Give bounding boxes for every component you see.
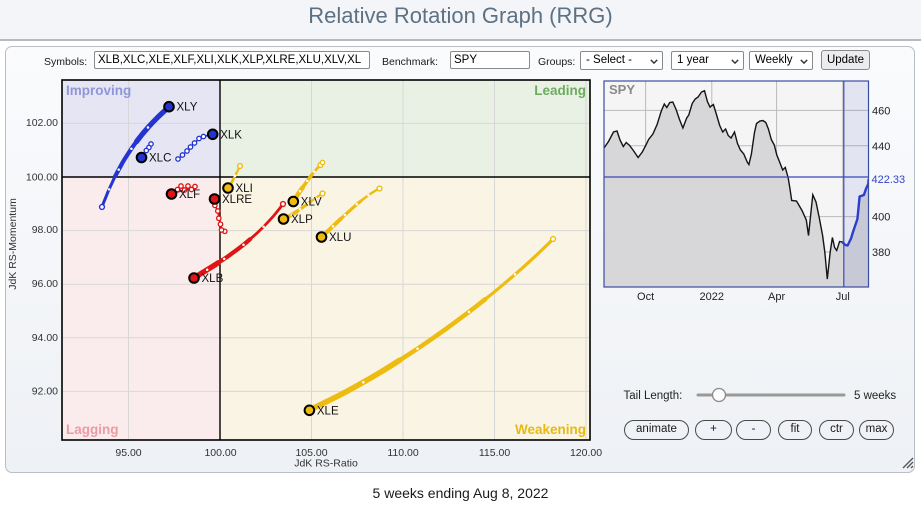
svg-text:120.00: 120.00 — [570, 447, 602, 459]
svg-text:400: 400 — [872, 212, 890, 224]
svg-text:XLF: XLF — [179, 189, 200, 201]
svg-text:XLY: XLY — [177, 102, 198, 114]
svg-text:XLP: XLP — [291, 214, 313, 226]
svg-text:422.33: 422.33 — [872, 174, 906, 186]
svg-text:Weakening: Weakening — [515, 422, 586, 437]
svg-text:100.00: 100.00 — [26, 171, 58, 183]
svg-text:Jul: Jul — [836, 291, 850, 303]
svg-text:98.00: 98.00 — [32, 224, 58, 236]
svg-text:2022: 2022 — [700, 291, 724, 303]
svg-text:JdK RS-Momentum: JdK RS-Momentum — [7, 198, 19, 290]
svg-text:XLV: XLV — [301, 197, 322, 209]
svg-text:115.00: 115.00 — [479, 447, 510, 459]
svg-text:380: 380 — [872, 247, 890, 259]
svg-text:XLK: XLK — [220, 129, 242, 141]
svg-text:96.00: 96.00 — [32, 278, 58, 290]
svg-text:95.00: 95.00 — [115, 447, 141, 459]
svg-text:Leading: Leading — [534, 83, 586, 98]
svg-text:SPY: SPY — [609, 82, 635, 97]
svg-text:94.00: 94.00 — [32, 332, 58, 344]
svg-text:Oct: Oct — [637, 291, 654, 303]
svg-text:92.00: 92.00 — [32, 386, 58, 398]
svg-text:JdK RS-Ratio: JdK RS-Ratio — [294, 458, 358, 470]
svg-text:102.00: 102.00 — [26, 117, 58, 129]
svg-text:Lagging: Lagging — [66, 422, 119, 437]
svg-text:100.00: 100.00 — [204, 447, 236, 459]
svg-text:Tail Length:: Tail Length: — [624, 390, 683, 402]
svg-text:XLU: XLU — [329, 232, 351, 244]
svg-text:XLI: XLI — [236, 183, 253, 195]
svg-text:XLE: XLE — [317, 405, 339, 417]
svg-text:110.00: 110.00 — [387, 447, 418, 459]
svg-text:105.00: 105.00 — [295, 447, 327, 459]
svg-text:XLRE: XLRE — [222, 194, 252, 206]
svg-text:Apr: Apr — [768, 291, 785, 303]
svg-text:XLB: XLB — [202, 273, 224, 285]
svg-text:440: 440 — [872, 141, 890, 153]
svg-text:XLC: XLC — [149, 153, 171, 165]
svg-text:5 weeks: 5 weeks — [854, 390, 896, 402]
svg-text:460: 460 — [872, 105, 890, 117]
svg-text:Improving: Improving — [66, 83, 131, 98]
